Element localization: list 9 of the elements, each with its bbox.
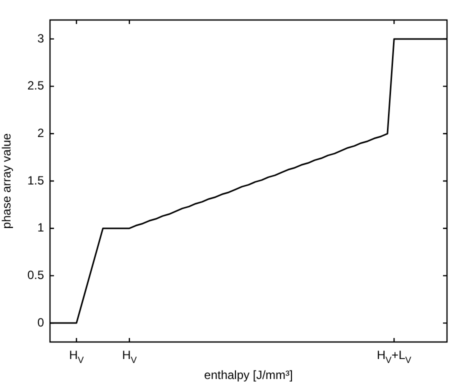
x-axis-title: enthalpy [J/mm³] <box>204 368 293 382</box>
y-tick-label: 2 <box>37 126 44 140</box>
y-tick-label: 3 <box>37 31 44 46</box>
y-tick-label: 0.5 <box>27 268 44 282</box>
y-tick-label: 1 <box>37 220 44 235</box>
y-tick-label: 1.5 <box>27 173 44 188</box>
y-axis-title: phase array value <box>0 132 14 229</box>
y-tick-label: 0 <box>37 315 44 330</box>
y-tick-label: 2.5 <box>27 78 44 93</box>
